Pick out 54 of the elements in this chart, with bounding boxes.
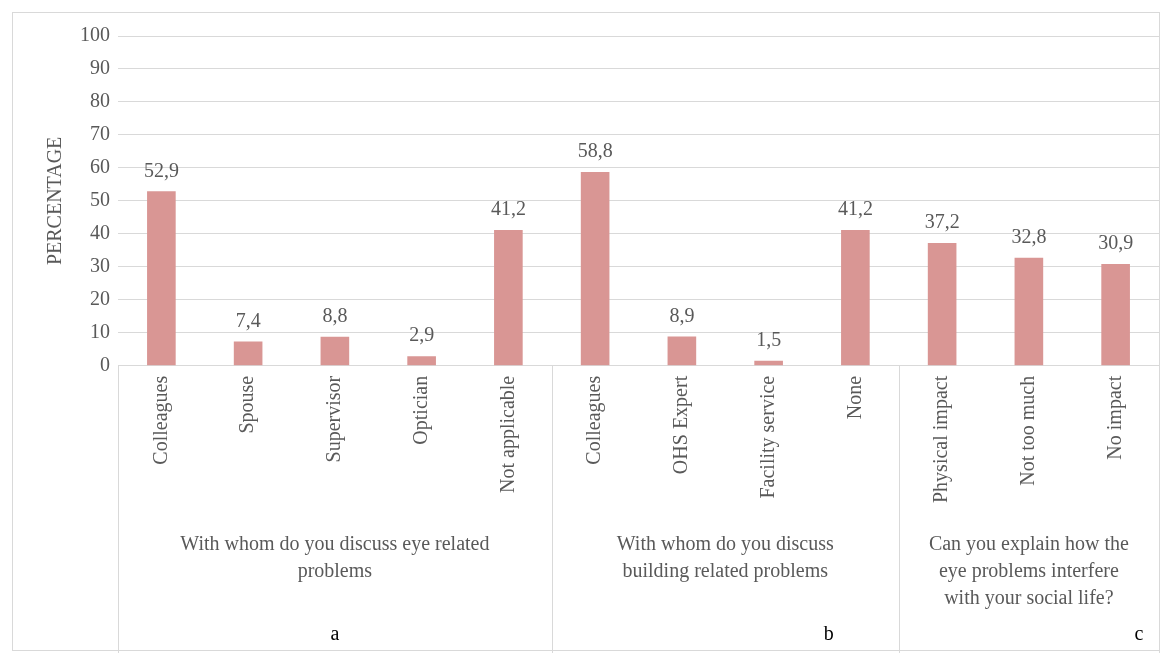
text: Can you explain how the eye problems interfere with your social life?	[928, 532, 1129, 610]
data-label: 37,2	[924, 210, 960, 233]
x-tick-label: Not too much	[1016, 375, 1039, 486]
y-tick-label: 80	[90, 89, 110, 112]
y-tick-label: 40	[90, 221, 110, 244]
x-tick-label: Supervisor	[322, 375, 346, 463]
y-tick-label: 20	[90, 287, 110, 310]
bar	[754, 360, 783, 366]
y-axis-title: PERCENTAGE	[43, 136, 66, 266]
y-tick-label: 90	[90, 56, 110, 79]
text: b	[823, 622, 834, 645]
bar	[494, 229, 523, 366]
y-tick-label: 30	[90, 254, 110, 277]
data-label: 30,9	[1098, 231, 1134, 254]
x-tick-label: Not applicable	[495, 375, 519, 493]
bar	[147, 191, 176, 366]
bar	[1101, 263, 1130, 366]
data-label: 32,8	[1011, 224, 1047, 247]
bar	[927, 243, 957, 366]
text: a	[330, 622, 340, 645]
data-label: 8,8	[322, 304, 348, 327]
data-label: 58,8	[577, 139, 613, 162]
text: With whom do you discuss building related problems	[616, 532, 834, 583]
bar	[407, 356, 436, 366]
x-tick-label: Physical impact	[929, 375, 953, 504]
bar	[580, 171, 610, 366]
bar	[233, 341, 263, 366]
x-tick-label: Facility service	[755, 375, 779, 499]
data-label: 41,2	[837, 197, 873, 220]
data-label: 41,2	[490, 197, 526, 220]
x-tick-label: No impact	[1102, 375, 1126, 460]
text: With whom do you discuss eye related problems	[180, 532, 490, 583]
x-tick-label: OHS Expert	[669, 375, 693, 475]
x-tick-label: Optician	[408, 375, 432, 445]
x-tick-label: Spouse	[235, 375, 259, 434]
y-tick-label: 50	[90, 188, 110, 211]
bar	[841, 229, 870, 366]
y-tick-label: 0	[100, 353, 110, 376]
y-tick-label: 70	[90, 122, 110, 145]
text: c	[1134, 622, 1144, 645]
x-tick-label: Colleagues	[148, 375, 172, 465]
data-label: 7,4	[235, 308, 261, 331]
y-tick-label: 10	[90, 320, 110, 343]
x-tick-label: Colleagues	[582, 375, 606, 465]
y-tick-label: 60	[90, 155, 110, 178]
data-label: 52,9	[143, 158, 179, 181]
bar	[667, 336, 697, 366]
data-label: 8,9	[669, 303, 695, 326]
y-tick-label: 100	[80, 23, 110, 46]
data-label: 2,9	[409, 323, 435, 346]
x-tick-label: None	[842, 375, 865, 420]
bar	[320, 336, 350, 366]
bar	[1014, 257, 1044, 366]
data-label: 1,5	[756, 328, 782, 351]
